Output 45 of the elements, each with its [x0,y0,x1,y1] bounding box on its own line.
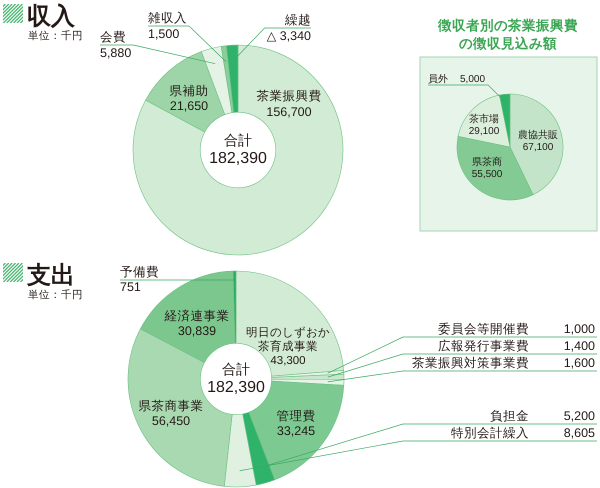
data-label: 29,100 [468,126,500,137]
slice-label: 委員会等開催費 [438,322,529,336]
slice-label: 管理費 [276,409,316,423]
text: 合計 182,390 [207,361,266,396]
data-label: 56,450 [152,414,190,428]
slice-label: 県茶商 [472,156,502,168]
slice-label: 予備費 [120,265,159,279]
slice-label: 県茶商事業 [138,399,204,413]
data-label: 67,100 [522,142,554,153]
slice-label: 会費 [100,30,126,44]
chart-title: 徴収者別の茶業振興費の徴収見込み額 [437,18,578,51]
slice-label: 茶市場 [469,113,499,125]
slice-label: 明日のしずおか茶育成事業 [246,326,330,353]
slice-label: 負担金 [490,409,529,423]
data-label: 21,650 [170,99,208,113]
slice-label: 茶業振興費 [256,89,322,103]
data-label: 1,400 [564,339,596,353]
data-label: 8,605 [564,426,596,440]
slice-label: 広報発行事業費 [438,338,529,353]
data-label: 33,245 [276,424,316,438]
slice-label: 農協共販 [518,129,558,141]
text: 合計 182,390 [209,132,268,167]
slice-label: 繰越 [284,13,311,27]
slice-label: 茶業振興対策事業費 [412,355,529,370]
data-label: 5,000 [460,74,486,85]
data-label: 1,600 [564,356,596,370]
chart-title: 支出 [26,262,75,289]
data-label: 1,500 [148,27,180,41]
data-label: 5,880 [100,46,132,60]
slice-label: 員外 [428,74,448,85]
slice-label: 経済連事業 [164,308,230,323]
slice-label: 特別会計繰入 [451,426,529,440]
data-label: 751 [120,280,141,294]
data-label: 156,700 [266,105,312,119]
slice-label: 雑収入 [148,11,187,25]
data-label: 30,839 [178,324,216,338]
data-label: 5,200 [564,409,596,423]
data-label: 43,300 [270,355,306,367]
data-label: △ 3,340 [266,29,312,43]
chart-title: 収入 [27,3,76,30]
text: 単位：千円 [28,288,83,301]
data-label: 55,500 [472,169,503,180]
data-label: 1,000 [564,322,596,336]
slice-label: 県補助 [170,84,208,98]
text: 単位：千円 [28,29,83,42]
